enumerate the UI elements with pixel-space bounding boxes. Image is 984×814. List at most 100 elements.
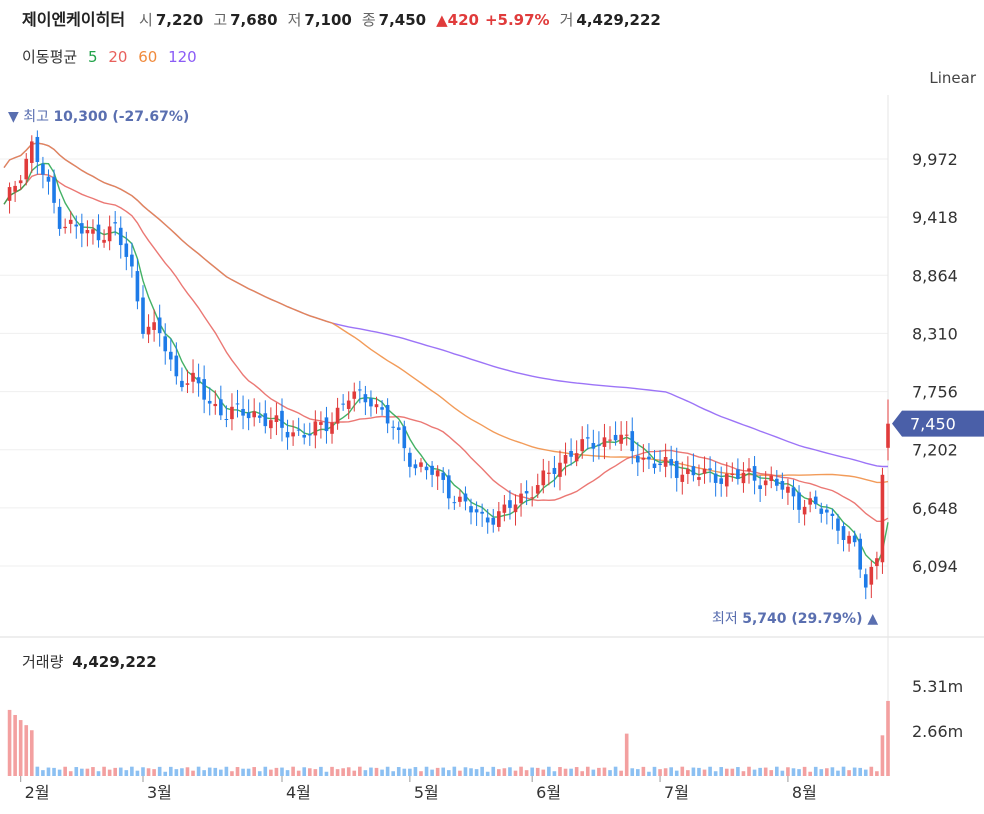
candle-body — [519, 493, 523, 504]
volume-bar — [419, 771, 423, 776]
volume-bar — [274, 767, 279, 776]
volume-bar — [863, 769, 868, 776]
candle-body — [458, 496, 462, 502]
volume-bar — [663, 768, 668, 776]
candle-body — [569, 450, 573, 457]
y-tick-label: 9,418 — [912, 208, 958, 227]
volume-bar — [257, 771, 262, 776]
volume-bar — [363, 770, 368, 776]
volume-bar — [686, 770, 690, 776]
volume-bar — [235, 767, 240, 776]
candle-body — [130, 254, 134, 267]
candle-body — [552, 467, 557, 474]
candle-body — [124, 243, 129, 257]
candle-body — [408, 452, 412, 467]
volume-bar — [869, 766, 874, 776]
volume-bar — [458, 770, 462, 776]
volume-label: 거 — [559, 11, 574, 29]
ma120-legend[interactable]: 120 — [168, 48, 197, 66]
volume-bar — [880, 735, 885, 776]
volume-bar — [819, 769, 824, 776]
candle-body — [302, 434, 307, 438]
y-tick-label: 6,094 — [912, 557, 958, 576]
candle-body — [441, 472, 446, 480]
candle-body — [41, 163, 45, 175]
volume-bar — [130, 766, 134, 776]
volume-bar — [413, 767, 418, 776]
candle-body — [402, 426, 407, 449]
candle-body — [580, 439, 585, 452]
period-high-annotation: ▼ 최고 10,300 (-27.67%) — [8, 109, 189, 125]
candle-body — [786, 486, 790, 493]
ma5-legend[interactable]: 5 — [87, 48, 98, 66]
volume-bar — [569, 768, 573, 776]
candle-body — [291, 432, 295, 437]
volume-bar — [263, 766, 268, 776]
candle-body — [24, 158, 29, 180]
candle-body — [535, 485, 540, 494]
volume-bar — [702, 769, 707, 776]
volume-bar — [591, 769, 596, 776]
volume-bar — [280, 767, 284, 776]
volume-bar — [502, 768, 507, 776]
volume-bar — [524, 770, 529, 776]
ma60-legend[interactable]: 60 — [138, 48, 158, 66]
candle-body — [185, 383, 190, 385]
candle-body — [819, 508, 824, 514]
close-value: 7,450 — [378, 11, 427, 29]
candle-body — [669, 459, 673, 466]
candle-body — [474, 509, 479, 513]
candle-body — [63, 226, 67, 229]
y-tick-label: 8,864 — [912, 266, 958, 285]
volume-bar — [24, 725, 29, 776]
volume-bar — [157, 766, 162, 776]
volume-bar — [396, 767, 401, 776]
candle-body — [380, 407, 384, 410]
ma20-legend[interactable]: 20 — [108, 48, 128, 66]
volume-bar — [91, 767, 95, 776]
candle-body — [797, 492, 801, 510]
volume-bar — [719, 767, 724, 776]
volume-bar — [508, 767, 512, 776]
volume-bar — [118, 767, 123, 776]
candle-body — [697, 477, 701, 480]
candle-body — [168, 351, 173, 360]
candle-body — [85, 230, 90, 234]
close-label: 종 — [361, 11, 376, 29]
volume-bar — [85, 768, 90, 776]
volume-value: 4,429,222 — [576, 11, 661, 29]
stock-name: 제이엔케이히터 — [22, 10, 126, 29]
volume-bar — [652, 766, 657, 776]
period-low-marker: ▲ — [867, 611, 878, 627]
scale-mode-toggle[interactable]: Linear — [929, 69, 976, 87]
volume-bar — [324, 771, 329, 776]
candle-body — [269, 420, 273, 429]
month-label: 5월 — [414, 783, 439, 802]
candle-body — [118, 227, 123, 246]
volume-bar — [269, 769, 273, 776]
volume-bar — [580, 771, 585, 776]
volume-bar — [352, 770, 357, 776]
candle-body — [858, 538, 863, 570]
candle-body — [524, 491, 529, 494]
candle-body — [613, 434, 618, 441]
volume-bar — [513, 770, 518, 776]
volume-bar — [163, 771, 168, 776]
candle-body — [774, 478, 779, 486]
y-tick-label: 7,202 — [912, 441, 958, 460]
volume-bar — [207, 767, 212, 776]
volume-bar — [152, 769, 156, 776]
candle-body — [358, 389, 362, 391]
volume-bar — [446, 770, 451, 776]
candle-body — [724, 473, 729, 487]
volume-bar — [219, 769, 223, 776]
volume-bar — [485, 771, 490, 776]
y-tick-label: 6,648 — [912, 499, 958, 518]
volume-bar — [574, 767, 579, 776]
volume-bar — [797, 769, 801, 776]
period-low-annotation: 최저 5,740 (29.79%) ▲ — [712, 611, 878, 627]
volume-bar — [196, 766, 201, 776]
candle-body — [163, 336, 168, 352]
candle-body — [591, 442, 596, 449]
